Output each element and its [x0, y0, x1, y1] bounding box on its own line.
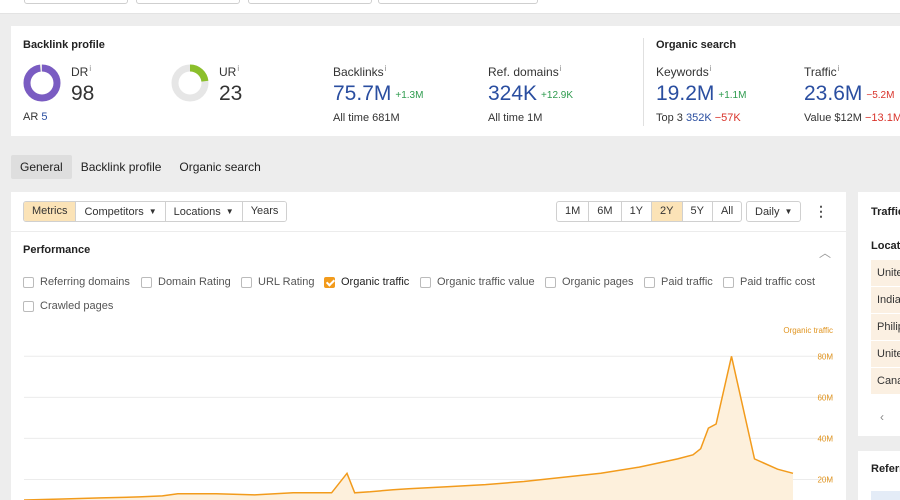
chevron-up-icon[interactable]: ︿	[819, 246, 832, 260]
organic-traffic-chart[interactable]: 20M 40M 60M 80M	[11, 337, 846, 500]
top-filter-strip	[0, 0, 900, 14]
filter-control-stub[interactable]	[378, 0, 538, 4]
y-tick-label: 80M	[817, 352, 833, 361]
ur-value: 23	[219, 82, 243, 105]
location-row[interactable]: Canada	[871, 368, 900, 394]
checkbox-organic-pages[interactable]: Organic pages	[545, 276, 634, 288]
ref-domains-value[interactable]: 324K +12.9K	[488, 82, 574, 105]
y-tick-label: 20M	[817, 475, 833, 484]
ref-domains-alltime: All time 1M	[488, 112, 543, 124]
range-6m[interactable]: 6M	[589, 202, 622, 221]
location-row[interactable]: United	[871, 341, 900, 367]
tab-backlink-profile[interactable]: Backlink profile	[80, 160, 162, 174]
chart-series-label: Organic traffic	[783, 326, 833, 335]
chevron-left-icon[interactable]: ‹	[880, 410, 884, 424]
y-tick-label: 40M	[817, 434, 833, 443]
toolbar-divider	[11, 231, 846, 232]
checkbox-crawled-pages[interactable]: Crawled pages	[23, 300, 113, 312]
dr-ring-icon	[23, 64, 61, 102]
keywords-top3: Top 3 352K −57K	[656, 112, 741, 124]
overview-card: Backlink profile DRi 98 AR 5 URi 23 Back…	[11, 26, 900, 136]
range-1y[interactable]: 1Y	[622, 202, 653, 221]
keywords-delta: +1.1M	[718, 90, 747, 101]
tab-organic-search[interactable]: Organic search	[179, 160, 261, 174]
location-row[interactable]: United	[871, 260, 900, 286]
location-row[interactable]: Philippines	[871, 314, 900, 340]
ar-line: AR 5	[23, 111, 48, 123]
backlinks-label: Backlinksi	[333, 64, 387, 79]
range-2y[interactable]: 2Y	[652, 202, 683, 221]
range-1m[interactable]: 1M	[557, 202, 590, 221]
traffic-label: Traffici	[804, 64, 840, 79]
traffic-by-location-panel: Traffic Location United India Philippine…	[858, 192, 900, 436]
backlinks-delta: +1.3M	[395, 90, 424, 101]
y-tick-label: 60M	[817, 393, 833, 402]
organic-traffic-area	[24, 356, 793, 500]
traffic-value[interactable]: 23.6M −5.2M	[804, 82, 895, 105]
ref-domains-label: Ref. domainsi	[488, 64, 562, 79]
checkbox-url-rating[interactable]: URL Rating	[241, 276, 314, 288]
tab-general[interactable]: General	[11, 155, 72, 179]
competitors-dropdown[interactable]: Competitors ▼	[76, 202, 166, 221]
checkbox-domain-rating[interactable]: Domain Rating	[141, 276, 231, 288]
section-divider	[643, 38, 644, 126]
metrics-button[interactable]: Metrics	[24, 202, 77, 221]
organic-traffic-line	[23, 356, 794, 500]
backlinks-value[interactable]: 75.7M +1.3M	[333, 82, 424, 105]
checkbox-paid-traffic-cost[interactable]: Paid traffic cost	[723, 276, 815, 288]
backlinks-alltime: All time 681M	[333, 112, 400, 124]
ur-ring-icon	[171, 64, 209, 102]
referring-panel-title: Referring	[871, 463, 900, 475]
locations-dropdown[interactable]: Locations ▼	[165, 202, 243, 221]
location-row[interactable]: India	[871, 287, 900, 313]
ar-value[interactable]: 5	[41, 111, 48, 123]
chevron-down-icon: ▼	[148, 207, 157, 216]
chevron-down-icon: ▼	[225, 207, 234, 216]
filter-control-stub[interactable]	[136, 0, 240, 4]
keywords-label: Keywordsi	[656, 64, 712, 79]
ur-label: URi	[219, 64, 240, 79]
ref-domains-delta: +12.9K	[541, 90, 574, 101]
range-selector: 1M 6M 1Y 2Y 5Y All	[556, 201, 743, 222]
chevron-down-icon: ▼	[784, 207, 793, 216]
filter-control-stub[interactable]	[248, 0, 372, 4]
checkbox-organic-traffic-value[interactable]: Organic traffic value	[420, 276, 535, 288]
keywords-value[interactable]: 19.2M +1.1M	[656, 82, 747, 105]
range-5y[interactable]: 5Y	[683, 202, 713, 221]
more-options-icon[interactable]: ⋮	[814, 203, 828, 219]
traffic-value-line: Value $12M −13.1M	[804, 112, 900, 124]
filter-control-stub[interactable]	[24, 0, 128, 4]
years-button[interactable]: Years	[242, 202, 287, 221]
performance-title: Performance	[23, 244, 91, 256]
granularity-dropdown[interactable]: Daily ▼	[746, 201, 802, 222]
backlink-profile-title: Backlink profile	[23, 39, 105, 51]
referring-panel: Referring	[858, 451, 900, 500]
range-all[interactable]: All	[720, 205, 734, 217]
view-toolbar: Metrics Competitors ▼ Locations ▼ Years	[23, 201, 288, 222]
location-column-header: Location	[871, 240, 900, 252]
report-tabs: General Backlink profile Organic search	[11, 155, 270, 179]
checkbox-organic-traffic[interactable]: Organic traffic	[324, 276, 409, 288]
checkbox-paid-traffic[interactable]: Paid traffic	[644, 276, 713, 288]
traffic-panel-title: Traffic	[871, 206, 900, 218]
traffic-delta: −5.2M	[866, 90, 895, 101]
performance-card: Metrics Competitors ▼ Locations ▼ Years 1M…	[11, 192, 846, 500]
referring-row-stub[interactable]	[871, 491, 900, 500]
organic-search-title: Organic search	[656, 39, 737, 51]
checkbox-referring-domains[interactable]: Referring domains	[23, 276, 130, 288]
dr-label: DRi	[71, 64, 92, 79]
dr-value: 98	[71, 82, 95, 105]
